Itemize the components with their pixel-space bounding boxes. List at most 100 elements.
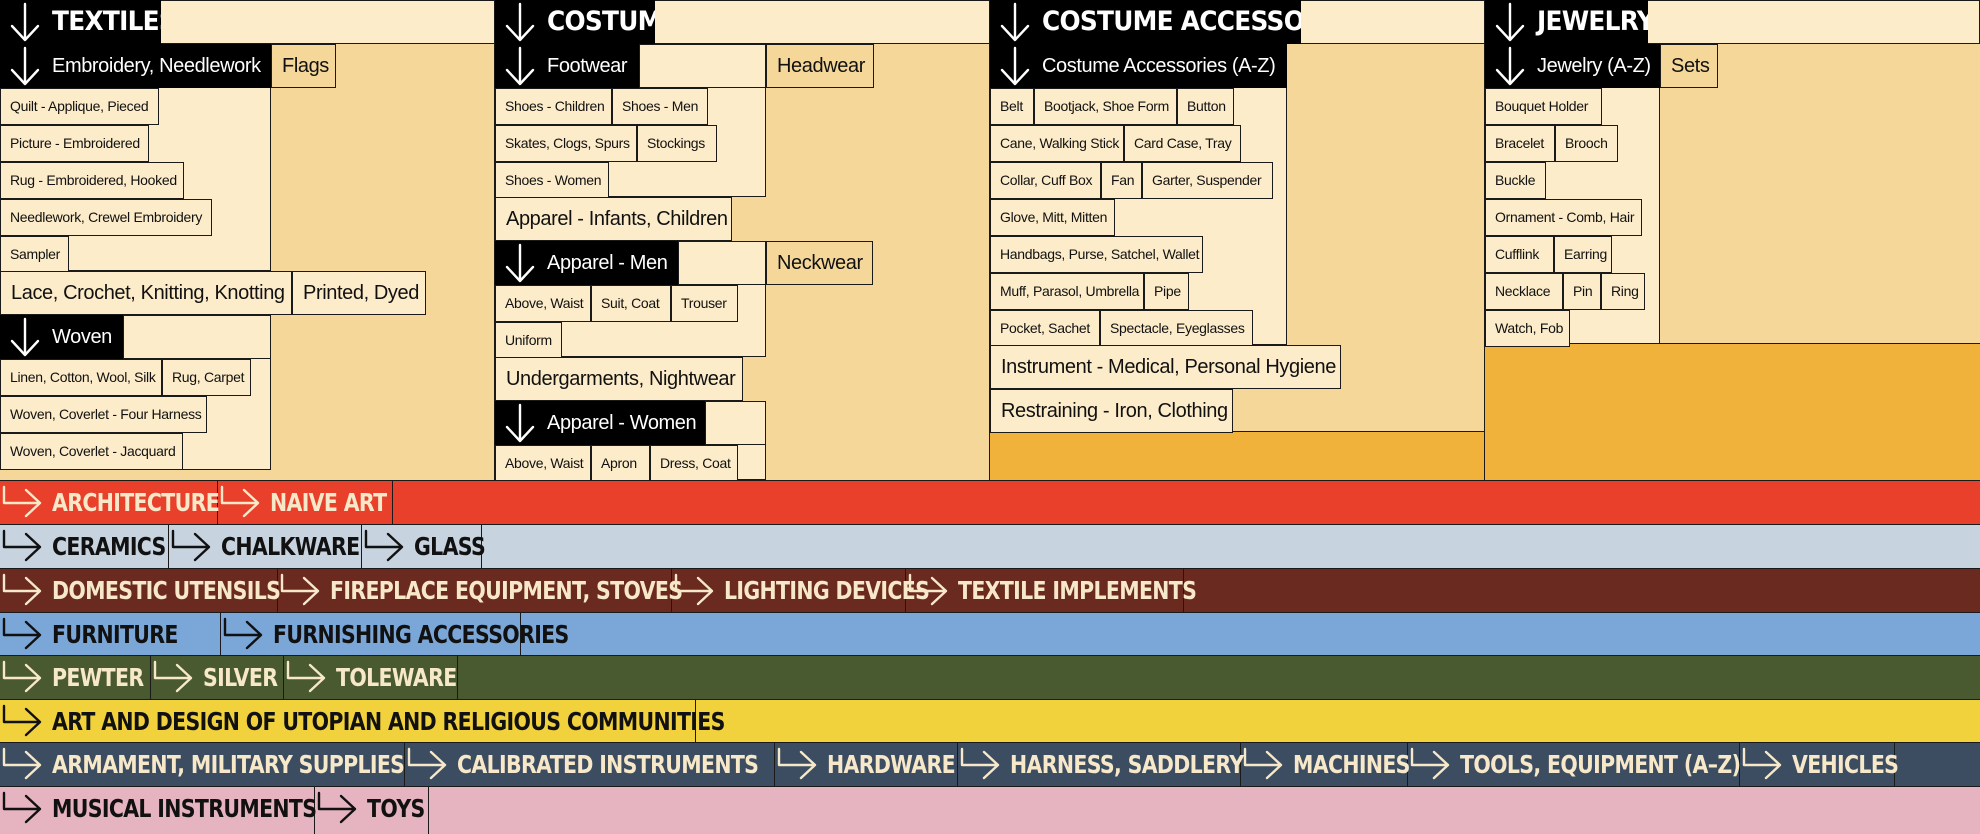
band-hardware[interactable]: HARDWARE <box>775 743 958 786</box>
item-collar[interactable]: Collar, Cuff Box <box>990 162 1101 199</box>
item-shoes-women[interactable]: Shoes - Women <box>495 162 609 199</box>
item-pocket[interactable]: Pocket, Sachet <box>990 310 1100 347</box>
item-earring[interactable]: Earring <box>1554 236 1612 273</box>
item-handbags[interactable]: Handbags, Purse, Satchel, Wallet <box>990 236 1203 273</box>
item-button[interactable]: Button <box>1177 88 1234 125</box>
item-garter[interactable]: Garter, Suspender <box>1142 162 1273 199</box>
band-calibrated[interactable]: CALIBRATED INSTRUMENTS <box>405 743 775 786</box>
band-silver[interactable]: SILVER <box>151 656 284 699</box>
item-stockings[interactable]: Stockings <box>637 125 717 162</box>
item-suit-coat[interactable]: Suit, Coat <box>591 285 671 322</box>
item-brooch[interactable]: Brooch <box>1555 125 1618 162</box>
item-uniform[interactable]: Uniform <box>495 322 562 359</box>
arrow-right-icon <box>2 704 42 737</box>
subgroup-apparel-women[interactable]: Apparel - Women <box>495 401 705 445</box>
band-musical-instruments[interactable]: MUSICAL INSTRUMENTS <box>0 787 317 834</box>
item-undergarments[interactable]: Undergarments, Nightwear <box>495 357 743 401</box>
item-instrument-medical[interactable]: Instrument - Medical, Personal Hygiene <box>990 345 1341 389</box>
band-armament[interactable]: ARMAMENT, MILITARY SUPPLIES <box>0 743 405 786</box>
item-lace[interactable]: Lace, Crochet, Knitting, Knotting <box>0 271 292 315</box>
band-machines[interactable]: MACHINES <box>1241 743 1410 786</box>
band-toleware[interactable]: TOLEWARE <box>284 656 458 699</box>
subgroup-woven[interactable]: Woven <box>0 315 123 359</box>
item-restraining[interactable]: Restraining - Iron, Clothing <box>990 389 1233 433</box>
item-bootjack[interactable]: Bootjack, Shoe Form <box>1034 88 1177 125</box>
band-label: TOYS <box>367 794 425 823</box>
item-bouquet-holder[interactable]: Bouquet Holder <box>1485 88 1602 125</box>
item-linen[interactable]: Linen, Cotton, Wool, Silk <box>0 359 162 396</box>
band-utopian-religious[interactable]: ART AND DESIGN OF UTOPIAN AND RELIGIOUS … <box>0 700 725 742</box>
jewelry-title[interactable]: JEWELRY <box>1485 0 1648 44</box>
band-pewter[interactable]: PEWTER <box>0 656 151 699</box>
subgroup-apparel-men[interactable]: Apparel - Men <box>495 241 678 285</box>
band-furniture[interactable]: FURNITURE <box>0 613 221 655</box>
band-chalkware[interactable]: CHALKWARE <box>169 525 362 568</box>
arrow-right-icon <box>2 529 42 562</box>
item-card-case[interactable]: Card Case, Tray <box>1124 125 1241 162</box>
item-sampler[interactable]: Sampler <box>0 236 69 273</box>
subgroup-accessories-az[interactable]: Costume Accessories (A-Z) <box>990 44 1287 88</box>
item-needlework[interactable]: Needlework, Crewel Embroidery <box>0 199 212 236</box>
item-skates[interactable]: Skates, Clogs, Spurs <box>495 125 637 162</box>
item-cufflink[interactable]: Cufflink <box>1485 236 1554 273</box>
arrow-down-icon <box>505 403 535 443</box>
costume-title[interactable]: COSTUME <box>495 0 655 44</box>
item-picture-embroidered[interactable]: Picture - Embroidered <box>0 125 149 162</box>
item-shoes-children[interactable]: Shoes - Children <box>495 88 612 125</box>
item-coverlet-four[interactable]: Woven, Coverlet - Four Harness <box>0 396 207 433</box>
item-ornament-comb[interactable]: Ornament - Comb, Hair <box>1485 199 1642 236</box>
item-coverlet-jacquard[interactable]: Woven, Coverlet - Jacquard <box>0 433 183 470</box>
band-toys[interactable]: TOYS <box>315 787 429 834</box>
item-spectacle[interactable]: Spectacle, Eyeglasses <box>1100 310 1253 347</box>
item-watch[interactable]: Watch, Fob <box>1485 310 1570 347</box>
item-apparel-infants[interactable]: Apparel - Infants, Children <box>495 197 732 241</box>
band-tools[interactable]: TOOLS, EQUIPMENT (A–Z) <box>1408 743 1741 786</box>
item-sets[interactable]: Sets <box>1660 44 1718 88</box>
item-shoes-men[interactable]: Shoes - Men <box>612 88 708 125</box>
item-muff[interactable]: Muff, Parasol, Umbrella <box>990 273 1144 310</box>
item-women-above-waist[interactable]: Above, Waist <box>495 445 591 482</box>
item-buckle[interactable]: Buckle <box>1485 162 1546 199</box>
item-ring[interactable]: Ring <box>1601 273 1645 310</box>
band-vehicles[interactable]: VEHICLES <box>1740 743 1899 786</box>
band-architecture[interactable]: ARCHITECTURE <box>0 481 220 524</box>
item-fan[interactable]: Fan <box>1101 162 1142 199</box>
arrow-down-icon <box>505 2 535 42</box>
band-domestic-utensils[interactable]: DOMESTIC UTENSILS <box>0 569 281 612</box>
item-men-above-waist[interactable]: Above, Waist <box>495 285 591 322</box>
arrow-right-icon <box>2 747 42 780</box>
item-pin[interactable]: Pin <box>1563 273 1601 310</box>
textiles-title[interactable]: TEXTILES <box>0 0 161 44</box>
item-cane[interactable]: Cane, Walking Stick <box>990 125 1124 162</box>
band-label: DOMESTIC UTENSILS <box>52 576 281 605</box>
item-rug-embroidered[interactable]: Rug - Embroidered, Hooked <box>0 162 184 199</box>
subgroup-embroidery[interactable]: Embroidery, Needlework <box>0 44 271 88</box>
band-harness[interactable]: HARNESS, SADDLERY <box>958 743 1244 786</box>
item-necklace[interactable]: Necklace <box>1485 273 1563 310</box>
item-trouser[interactable]: Trouser <box>671 285 738 322</box>
band-textile-implements[interactable]: TEXTILE IMPLEMENTS <box>906 569 1197 612</box>
arrow-right-icon <box>280 573 320 606</box>
item-printed-dyed[interactable]: Printed, Dyed <box>292 271 426 315</box>
item-rug-carpet[interactable]: Rug, Carpet <box>162 359 251 396</box>
subgroup-footwear[interactable]: Footwear <box>495 44 639 88</box>
item-headwear[interactable]: Headwear <box>766 44 874 88</box>
band-furnishing-accessories[interactable]: FURNISHING ACCESSORIES <box>221 613 569 655</box>
item-flags[interactable]: Flags <box>271 44 336 88</box>
item-apron[interactable]: Apron <box>591 445 650 482</box>
item-quilt[interactable]: Quilt - Applique, Pieced <box>0 88 159 125</box>
item-dress-coat[interactable]: Dress, Coat <box>650 445 738 482</box>
arrow-right-icon <box>2 573 42 606</box>
band-fireplace[interactable]: FIREPLACE EQUIPMENT, STOVES <box>278 569 683 612</box>
subgroup-jewelry-az[interactable]: Jewelry (A-Z) <box>1485 44 1660 88</box>
band-lighting[interactable]: LIGHTING DEVICES <box>672 569 930 612</box>
item-pipe[interactable]: Pipe <box>1144 273 1189 310</box>
item-glove[interactable]: Glove, Mitt, Mitten <box>990 199 1115 236</box>
band-glass[interactable]: GLASS <box>362 525 486 568</box>
item-bracelet[interactable]: Bracelet <box>1485 125 1555 162</box>
band-ceramics[interactable]: CERAMICS <box>0 525 169 568</box>
accessories-title[interactable]: COSTUME ACCESSORIES <box>990 0 1301 44</box>
band-naive-art[interactable]: NAIVE ART <box>218 481 393 524</box>
item-neckwear[interactable]: Neckwear <box>766 241 873 285</box>
item-belt[interactable]: Belt <box>990 88 1034 125</box>
